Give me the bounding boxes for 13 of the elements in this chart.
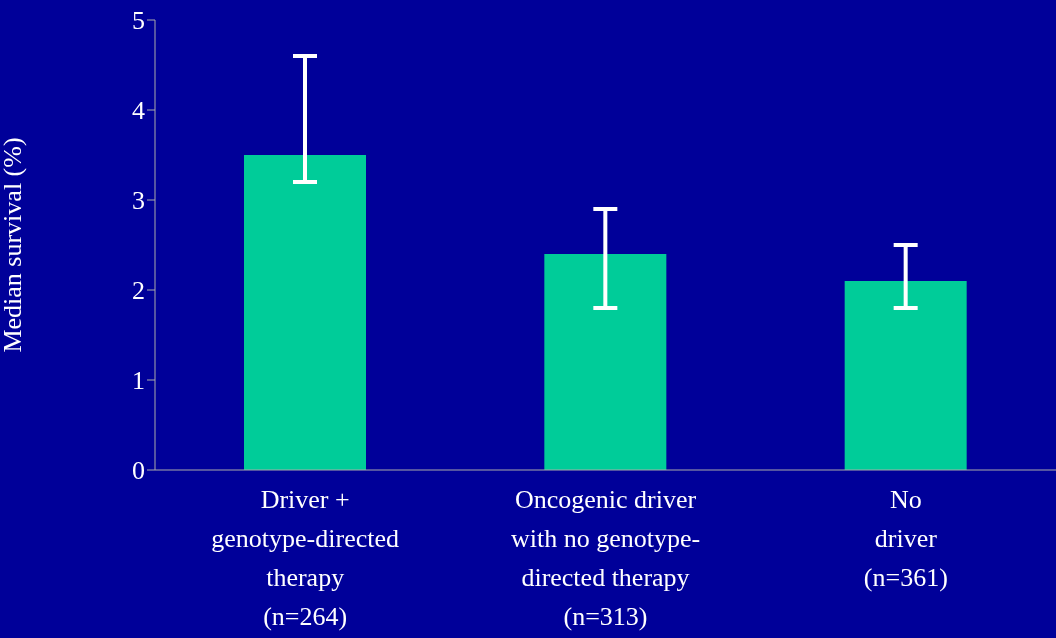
x-tick-label: Oncogenic driver with no genotype- directed therapy (n=313) — [510, 485, 701, 631]
bar — [544, 254, 667, 470]
y-tick-label: 0 — [132, 456, 145, 486]
bar — [844, 281, 967, 470]
x-tick-label: Driver + genotype-directed therapy (n=264) — [211, 485, 400, 631]
x-tick-label: No driver (n=361) — [863, 485, 948, 592]
bar — [244, 155, 366, 470]
y-tick-label: 4 — [132, 96, 145, 126]
y-tick-label: 2 — [132, 276, 145, 306]
y-tick-label: 3 — [132, 186, 145, 216]
y-tick-label: 1 — [132, 366, 145, 396]
y-tick-label: 5 — [132, 6, 145, 36]
y-axis-title: Median survival (%) — [0, 137, 28, 353]
